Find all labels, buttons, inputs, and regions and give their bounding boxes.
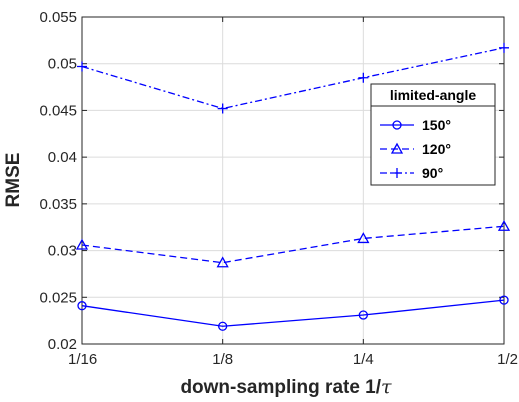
series-layer (75, 42, 511, 331)
x-axis-ticks: 1/16 1/8 1/4 1/2 (68, 17, 518, 368)
x-axis-title-text: down-sampling rate 1/ (180, 377, 381, 398)
y-axis-ticks: 0.02 0.025 0.03 0.035 0.04 0.045 0.05 0.055 (39, 9, 504, 353)
series-line (81, 47, 505, 110)
y-tick-label: 0.035 (39, 196, 77, 213)
x-tick-label: 1/2 (497, 351, 518, 368)
legend-label: 120° (422, 141, 451, 157)
data-point (216, 256, 229, 268)
y-axis-title: RMSE (3, 153, 24, 208)
legend-title: limited-angle (390, 87, 477, 103)
legend-item-0: 150° (380, 117, 451, 133)
legend-marker (392, 168, 402, 178)
y-tick-label: 0.05 (48, 56, 77, 73)
y-tick-label: 0.02 (48, 336, 77, 353)
data-point (499, 295, 509, 305)
tau-symbol: τ (381, 376, 392, 398)
series-1 (75, 219, 511, 268)
data-point (218, 321, 228, 331)
data-point (77, 301, 87, 311)
data-point (499, 42, 509, 53)
legend-label: 90° (422, 165, 443, 181)
y-tick-label: 0.025 (39, 289, 77, 306)
x-tick-label: 1/4 (353, 351, 374, 368)
series-line (81, 299, 505, 327)
series-0 (77, 295, 509, 331)
y-tick-label: 0.03 (48, 243, 77, 260)
legend-label: 150° (422, 117, 451, 133)
legend-marker (392, 120, 402, 130)
data-point (77, 61, 87, 72)
data-point (217, 103, 228, 114)
legend-items: 150° 120° 90° (380, 117, 451, 181)
legend-item-1: 120° (380, 141, 451, 157)
y-tick-label: 0.045 (39, 102, 77, 119)
legend-marker (390, 142, 404, 154)
x-tick-label: 1/16 (68, 351, 97, 368)
legend-item-2: 90° (380, 165, 443, 181)
data-point (497, 219, 511, 231)
legend-box (370, 83, 496, 186)
legend: limited-angle 150° 120° 90° (370, 83, 496, 186)
y-tick-label: 0.055 (39, 9, 77, 26)
series-line (81, 225, 505, 264)
x-axis-title: down-sampling rate 1/τ (180, 376, 392, 398)
series-2 (77, 42, 509, 114)
y-tick-label: 0.04 (48, 149, 77, 166)
x-tick-label: 1/8 (212, 351, 233, 368)
plot-frame (81, 16, 505, 345)
data-point (75, 238, 89, 250)
data-point (357, 232, 370, 244)
data-point (358, 72, 369, 83)
data-point (358, 310, 368, 320)
